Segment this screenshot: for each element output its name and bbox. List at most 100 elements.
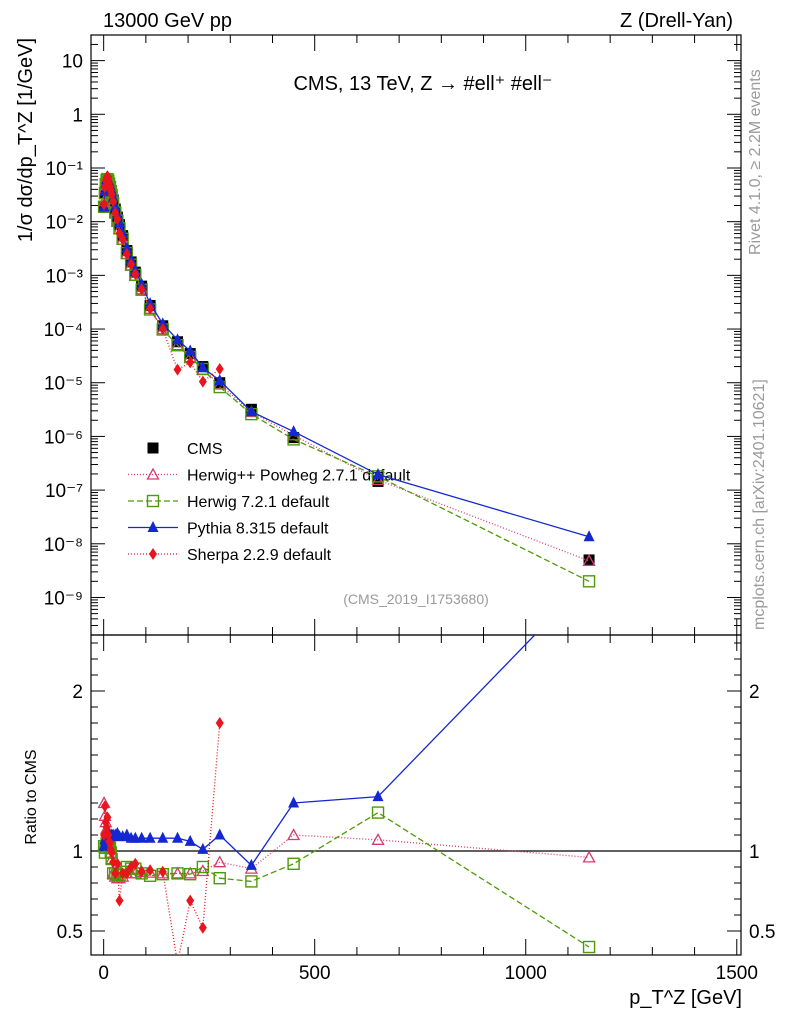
data-point	[371, 832, 385, 845]
data-point	[131, 857, 140, 870]
data-point	[174, 957, 182, 969]
legend-marker	[146, 467, 160, 480]
main-y-tick-label: 10⁻³	[46, 266, 84, 287]
data-point	[371, 806, 385, 819]
data-point	[113, 857, 122, 870]
main-y-tick-label: 10⁻⁷	[45, 481, 83, 502]
series-main-1	[97, 171, 596, 567]
data-point	[582, 575, 596, 588]
plot-title: CMS, 13 TeV, Z → #ell⁺ #ell⁻	[293, 73, 552, 95]
data-point	[127, 258, 136, 271]
data-point	[245, 858, 257, 870]
legend-marker	[147, 521, 159, 532]
data-point	[122, 867, 131, 880]
data-point	[115, 894, 124, 907]
main-y-tick-label: 10⁻⁵	[44, 374, 83, 395]
data-point	[118, 233, 127, 246]
data-point	[131, 268, 140, 281]
x-tick-label: 1000	[505, 963, 547, 984]
data-point	[170, 338, 185, 351]
ratio-y-axis-label: Ratio to CMS	[23, 749, 40, 844]
ratio-y-tick-label: 1	[72, 842, 83, 863]
header-left: 13000 GeV pp	[103, 10, 232, 32]
data-point	[215, 363, 224, 376]
data-point	[122, 247, 131, 260]
main-y-tick-label: 10	[62, 52, 83, 73]
data-point	[157, 831, 169, 843]
series-main-0	[98, 175, 595, 566]
data-point	[372, 790, 384, 802]
series-ratio-3	[100, 717, 224, 969]
x-tick-label: 1500	[716, 963, 758, 984]
main-y-tick-label: 10⁻¹	[46, 159, 84, 180]
data-point	[372, 468, 384, 480]
main-y-tick-label: 10⁻⁸	[44, 535, 83, 556]
main-y-tick-label: 10⁻⁶	[44, 427, 83, 448]
data-point	[171, 867, 184, 880]
main-y-axis-label: 1/σ dσ/dp_T^Z [1/GeV]	[15, 38, 37, 242]
legend-entry: Herwig++ Powheg 2.7.1 default	[187, 468, 411, 485]
data-point	[197, 361, 209, 373]
data-point	[183, 866, 197, 879]
data-point	[111, 867, 120, 880]
data-point	[198, 375, 207, 388]
x-tick-label: 0	[98, 963, 109, 984]
ratio-plot-border	[90, 634, 742, 956]
ratio-y-tick-label: 2	[72, 682, 83, 703]
data-point	[121, 241, 133, 253]
data-point	[137, 283, 146, 296]
data-point	[198, 921, 207, 934]
main-y-tick-label: 10⁻²	[46, 213, 84, 234]
data-point	[582, 850, 596, 863]
series-ratio-2	[98, 573, 595, 870]
data-point	[118, 867, 127, 880]
analysis-label: (CMS_2019_I1753680)	[343, 591, 489, 607]
mcplots-label: mcplots.cern.ch [arXiv:2401.10621]	[751, 379, 768, 630]
data-point	[371, 473, 385, 486]
ratio-y-tick-label-right: 1	[749, 842, 760, 863]
data-point	[186, 356, 195, 369]
data-point	[214, 828, 226, 840]
header-right: Z (Drell-Yan)	[620, 10, 733, 32]
main-y-tick-label: 10⁻⁹	[44, 588, 83, 609]
legend-entry: CMS	[187, 441, 223, 458]
legend-entry: Herwig 7.2.1 default	[187, 494, 330, 511]
series-ratio-1	[97, 806, 596, 954]
data-point	[100, 198, 109, 211]
rivet-version-label: Rivet 4.1.0, ≥ 2.2M events	[747, 69, 764, 255]
data-point	[183, 868, 197, 881]
data-point	[146, 302, 155, 315]
data-point	[213, 872, 226, 885]
x-axis-label: p_T^Z [GeV]	[629, 987, 742, 1009]
series-line	[103, 635, 536, 867]
data-point	[158, 865, 167, 878]
data-point	[288, 796, 300, 808]
data-point	[137, 865, 146, 878]
data-point	[584, 573, 595, 584]
main-y-tick-label: 10⁻⁴	[44, 320, 83, 341]
data-point	[100, 800, 109, 813]
data-point	[103, 811, 112, 824]
data-point	[146, 864, 155, 877]
data-point	[172, 831, 184, 843]
data-point	[158, 323, 167, 336]
data-point	[196, 864, 210, 877]
data-point	[184, 834, 196, 846]
data-point	[214, 374, 226, 386]
data-point	[288, 425, 300, 437]
data-point	[288, 432, 300, 444]
x-tick-label: 500	[299, 963, 331, 984]
data-point	[583, 554, 595, 566]
data-point	[157, 317, 169, 329]
data-point	[186, 894, 195, 907]
ratio-plot-frame: 0 500 1000 1500 0.5 0.5 1 1 2 2	[57, 634, 775, 984]
series-main-3	[98, 172, 595, 542]
legend-marker	[149, 548, 157, 560]
data-point	[583, 530, 595, 542]
main-y-tick-label: 1	[72, 105, 83, 126]
legend-marker	[147, 442, 159, 454]
main-plot-frame: 10 1 10⁻¹ 10⁻² 10⁻³ 10⁻⁴ 10⁻⁵ 10⁻⁶ 10⁻⁷ 10⁻⁸ 10⁻⁹	[44, 34, 742, 636]
legend-entry: Sherpa 2.2.9 default	[187, 547, 332, 564]
data-point	[213, 855, 227, 868]
